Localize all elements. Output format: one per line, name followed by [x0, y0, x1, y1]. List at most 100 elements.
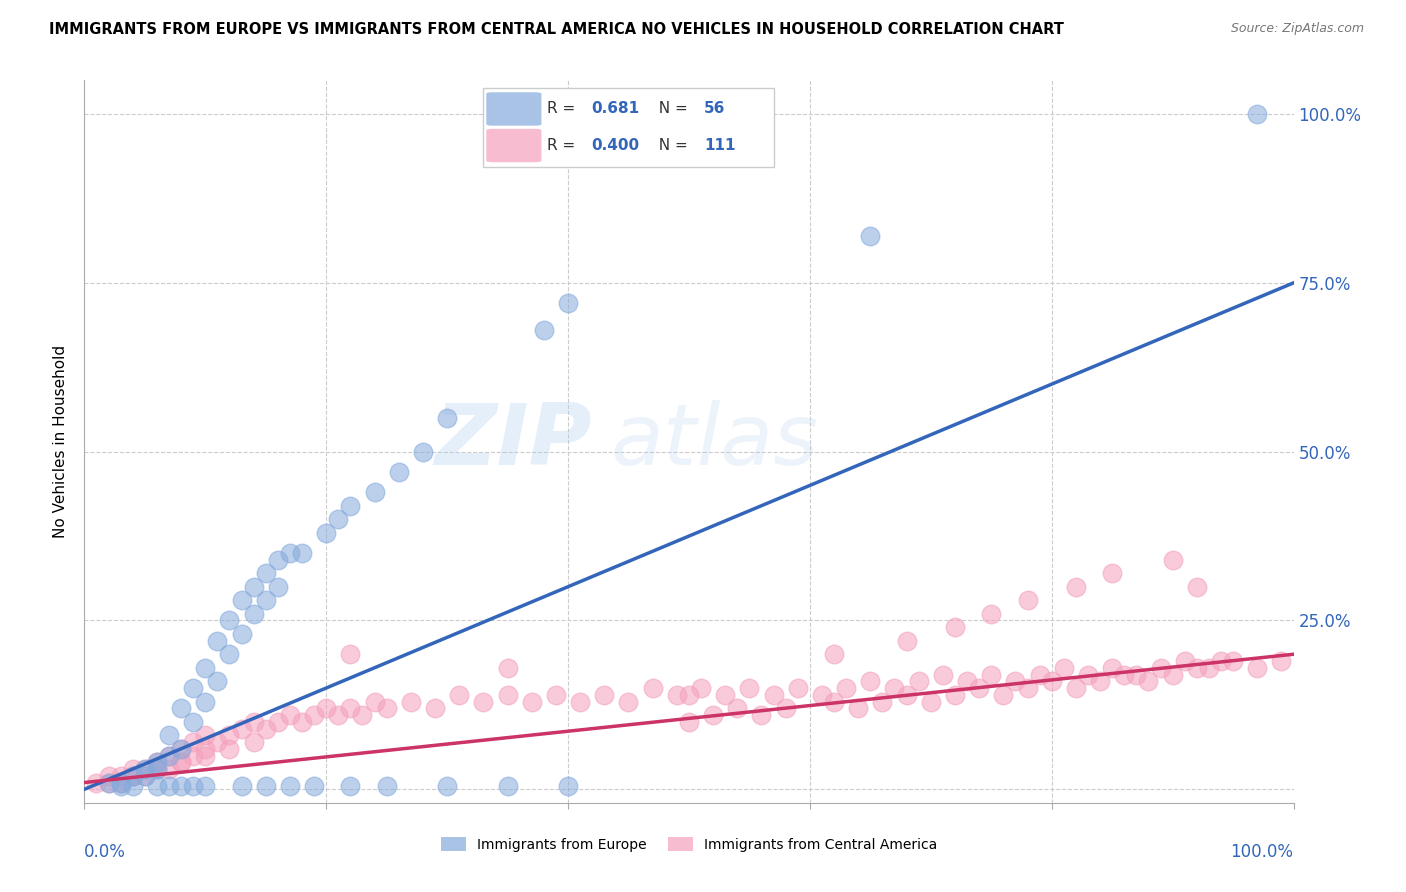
Point	[859, 228, 882, 243]
Point	[1149, 661, 1171, 675]
Point	[1246, 661, 1268, 675]
Point	[617, 694, 640, 708]
Point	[907, 674, 929, 689]
Point	[315, 701, 337, 715]
Point	[593, 688, 616, 702]
Point	[943, 688, 966, 702]
Point	[194, 741, 217, 756]
Point	[254, 593, 277, 607]
Point	[121, 769, 143, 783]
Point	[775, 701, 797, 715]
Point	[181, 714, 204, 729]
Point	[170, 741, 193, 756]
Point	[1028, 667, 1050, 681]
Point	[1222, 654, 1244, 668]
Point	[339, 701, 361, 715]
Text: Source: ZipAtlas.com: Source: ZipAtlas.com	[1230, 22, 1364, 36]
Point	[291, 546, 314, 560]
Point	[714, 688, 737, 702]
Point	[157, 779, 180, 793]
Point	[665, 688, 688, 702]
Point	[146, 756, 169, 770]
Point	[1040, 674, 1063, 689]
Point	[943, 620, 966, 634]
Point	[569, 694, 592, 708]
Point	[1174, 654, 1197, 668]
Point	[157, 748, 180, 763]
Point	[278, 779, 301, 793]
Point	[170, 741, 193, 756]
Point	[1198, 661, 1220, 675]
Point	[170, 756, 193, 770]
Point	[980, 607, 1002, 621]
Point	[557, 296, 579, 310]
Point	[1137, 674, 1160, 689]
Text: atlas: atlas	[610, 400, 818, 483]
Point	[1077, 667, 1099, 681]
Point	[1125, 667, 1147, 681]
Point	[134, 769, 156, 783]
Point	[786, 681, 808, 695]
Point	[194, 779, 217, 793]
Point	[956, 674, 979, 689]
Point	[1246, 107, 1268, 121]
Point	[278, 546, 301, 560]
Text: 100.0%: 100.0%	[1230, 843, 1294, 861]
Point	[170, 779, 193, 793]
Point	[121, 769, 143, 783]
Point	[363, 694, 385, 708]
Point	[110, 779, 132, 793]
Legend: Immigrants from Europe, Immigrants from Central America: Immigrants from Europe, Immigrants from …	[436, 831, 942, 857]
Point	[328, 708, 350, 723]
Point	[134, 762, 156, 776]
Point	[97, 775, 120, 789]
Point	[134, 762, 156, 776]
Point	[352, 708, 374, 723]
Point	[254, 566, 277, 581]
Point	[388, 465, 411, 479]
Point	[254, 779, 277, 793]
Point	[97, 775, 120, 789]
Point	[980, 667, 1002, 681]
Point	[835, 681, 858, 695]
Point	[315, 525, 337, 540]
Point	[544, 688, 567, 702]
Point	[146, 762, 169, 776]
Point	[533, 323, 555, 337]
Point	[146, 762, 169, 776]
Point	[896, 688, 918, 702]
Point	[1017, 681, 1039, 695]
Point	[339, 647, 361, 661]
Point	[267, 580, 290, 594]
Point	[496, 661, 519, 675]
Point	[134, 769, 156, 783]
Point	[291, 714, 314, 729]
Point	[267, 552, 290, 566]
Point	[967, 681, 990, 695]
Point	[557, 779, 579, 793]
Point	[932, 667, 955, 681]
Point	[110, 769, 132, 783]
Point	[823, 647, 845, 661]
Point	[231, 722, 253, 736]
Point	[1101, 661, 1123, 675]
Text: ZIP: ZIP	[434, 400, 592, 483]
Text: 0.0%: 0.0%	[84, 843, 127, 861]
Point	[181, 748, 204, 763]
Point	[218, 741, 240, 756]
Point	[690, 681, 713, 695]
Point	[231, 593, 253, 607]
Point	[207, 674, 229, 689]
Point	[641, 681, 664, 695]
Point	[883, 681, 905, 695]
Point	[363, 485, 385, 500]
Point	[1161, 667, 1184, 681]
Point	[920, 694, 942, 708]
Point	[823, 694, 845, 708]
Point	[1185, 661, 1208, 675]
Point	[254, 722, 277, 736]
Point	[1114, 667, 1136, 681]
Point	[1064, 681, 1087, 695]
Point	[520, 694, 543, 708]
Point	[872, 694, 894, 708]
